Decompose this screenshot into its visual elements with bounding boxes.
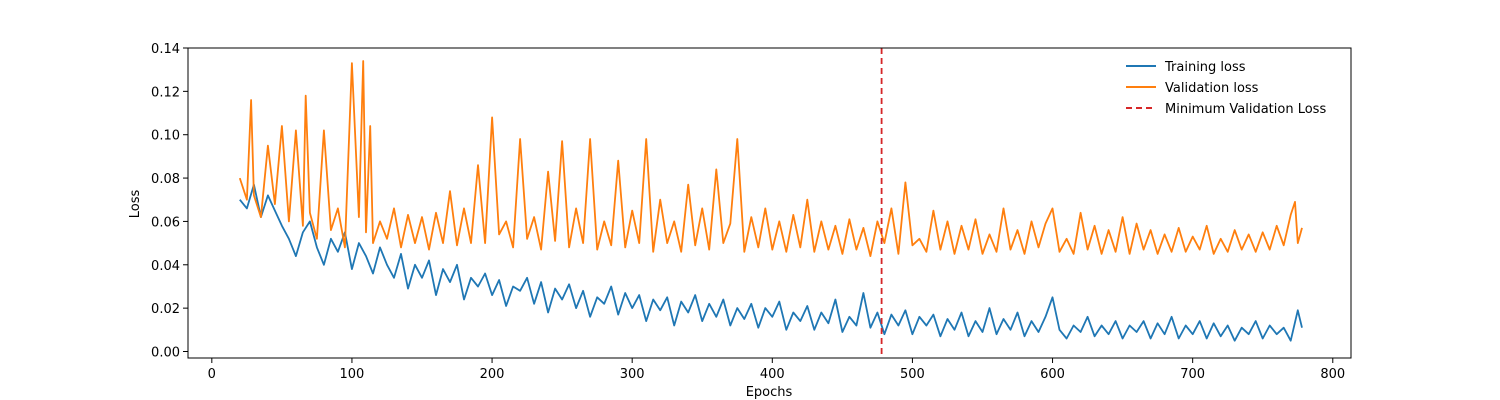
x-tick-label: 0 <box>208 367 216 382</box>
legend-label-training: Training loss <box>1164 60 1246 75</box>
x-tick-label: 400 <box>760 367 785 382</box>
y-tick-label: 0.04 <box>151 259 180 274</box>
x-tick-label: 300 <box>620 367 645 382</box>
y-axis: 0.00 0.02 0.04 0.06 0.08 0.10 0.12 0.14 <box>151 42 188 360</box>
x-tick-label: 600 <box>1040 367 1065 382</box>
series-line-validation-loss <box>238 60 1303 258</box>
x-axis: 0 100 200 300 400 500 600 700 800 <box>208 358 1345 382</box>
y-tick-label: 0.14 <box>151 42 180 57</box>
legend: Training loss Validation loss Minimum Va… <box>1126 60 1326 117</box>
x-tick-label: 200 <box>480 367 505 382</box>
x-tick-label: 700 <box>1180 367 1205 382</box>
series-line-training-loss <box>239 183 1303 342</box>
plot-area <box>238 48 1303 358</box>
legend-label-min-val: Minimum Validation Loss <box>1165 102 1326 117</box>
axes-frame <box>187 47 1352 359</box>
legend-label-validation: Validation loss <box>1165 81 1259 96</box>
x-tick-label: 500 <box>900 367 925 382</box>
y-tick-label: 0.08 <box>151 172 180 187</box>
y-tick-label: 0.12 <box>151 85 180 100</box>
y-axis-label: Loss <box>128 190 143 219</box>
y-tick-label: 0.02 <box>151 302 180 317</box>
x-axis-label: Epochs <box>746 385 793 400</box>
y-tick-label: 0.06 <box>151 215 180 230</box>
x-tick-label: 800 <box>1320 367 1345 382</box>
y-tick-label: 0.10 <box>151 129 180 144</box>
y-tick-label: 0.00 <box>151 345 180 360</box>
x-tick-label: 100 <box>340 367 365 382</box>
